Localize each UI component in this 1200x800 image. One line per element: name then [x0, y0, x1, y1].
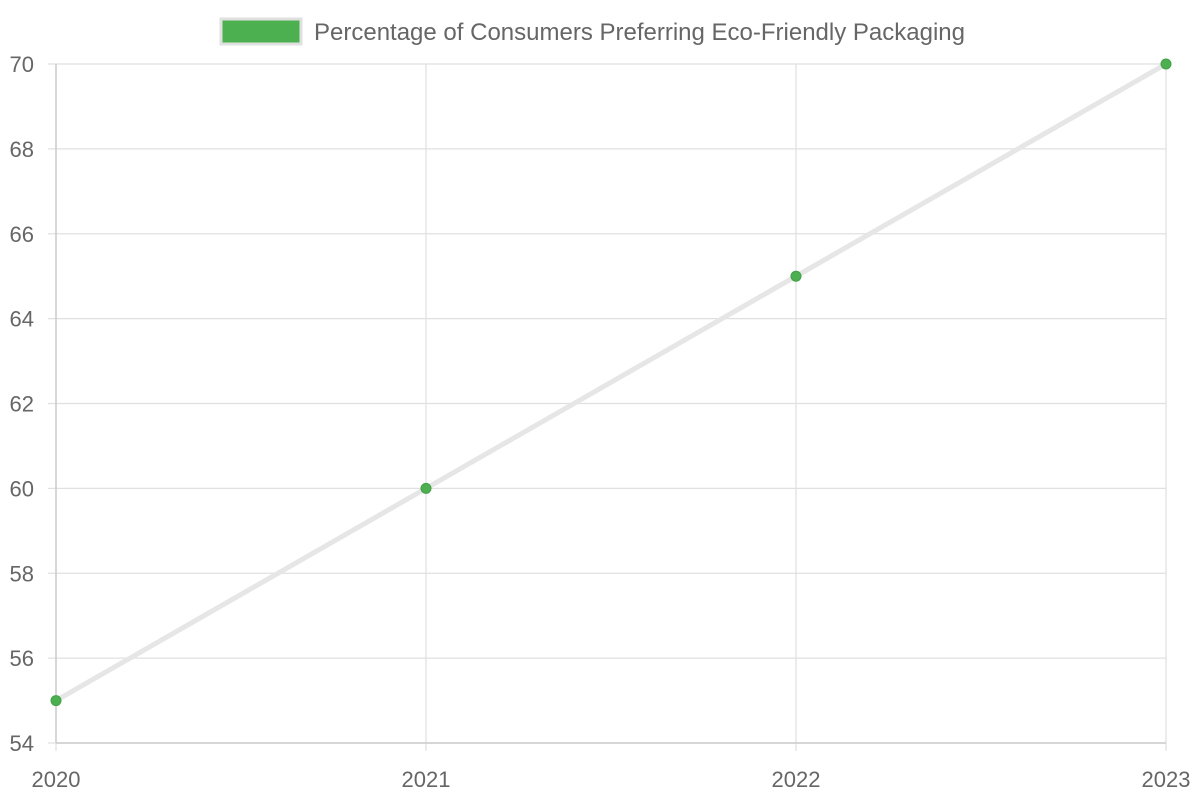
- data-points: [50, 58, 1172, 707]
- data-point[interactable]: [790, 270, 802, 282]
- y-tick-label: 66: [10, 222, 34, 247]
- series-line: [54, 61, 1168, 703]
- y-tick-label: 70: [10, 52, 34, 77]
- legend-label[interactable]: Percentage of Consumers Preferring Eco-F…: [314, 19, 965, 46]
- x-tick-label: 2022: [772, 767, 821, 792]
- y-tick-label: 58: [10, 561, 34, 586]
- axes: [55, 64, 1166, 744]
- legend[interactable]: Percentage of Consumers Preferring Eco-F…: [219, 17, 965, 46]
- y-tick-label: 64: [10, 307, 34, 332]
- y-tick-label: 56: [10, 646, 34, 671]
- x-tick-label: 2020: [32, 767, 81, 792]
- y-tick-label: 68: [10, 137, 34, 162]
- y-tick-label: 54: [10, 731, 34, 756]
- data-point[interactable]: [420, 482, 432, 494]
- legend-swatch[interactable]: [219, 17, 303, 46]
- y-tick-label: 62: [10, 392, 34, 417]
- grid-lines: [48, 63, 1167, 751]
- y-axis-tick-labels: 54 56 58 60 62 64 66 68 70: [10, 52, 34, 756]
- data-point[interactable]: [1160, 58, 1172, 70]
- series-line-layer: [54, 61, 1168, 703]
- x-axis-tick-labels: 2020 2021 2022 2023: [32, 767, 1191, 792]
- x-tick-label: 2023: [1142, 767, 1191, 792]
- x-tick-label: 2021: [402, 767, 451, 792]
- data-point[interactable]: [50, 695, 62, 707]
- y-tick-label: 60: [10, 476, 34, 501]
